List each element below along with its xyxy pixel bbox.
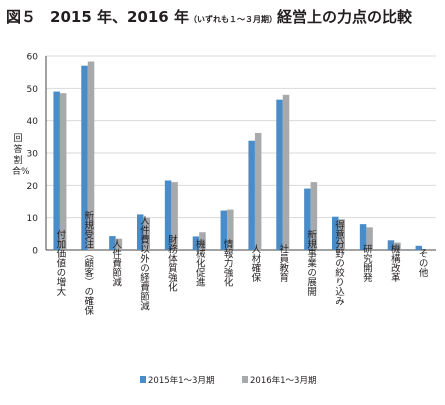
bar-2015	[276, 99, 283, 251]
x-category-label: 人件費節減	[110, 239, 122, 287]
bar-2015	[332, 216, 339, 250]
x-category-label: 情報力強化	[222, 239, 234, 288]
bar-2015	[109, 236, 116, 250]
bar-2016	[199, 232, 206, 250]
chart-title: 図５ 2015 年、2016 年（いずれも１～３月期）経営上の力点の比較	[6, 6, 442, 36]
legend-label: 2015年1～3月期	[148, 375, 214, 386]
y-tick-label: 10	[27, 214, 39, 224]
x-category-label: 機械化促進	[194, 239, 206, 288]
title-subject: 経営上の力点の比較	[276, 8, 412, 26]
x-category-label: 機構改革	[389, 243, 401, 283]
bar-2016	[254, 132, 262, 250]
bar-2016	[366, 227, 373, 250]
bar-2016	[115, 238, 123, 250]
bar-2016	[143, 217, 150, 250]
figure-number: 図５	[6, 8, 37, 26]
y-tick-label: 60	[27, 53, 39, 63]
bar-2016	[310, 182, 318, 250]
x-category-label: 新規事業の展開	[305, 229, 317, 297]
x-category-label: 付加価値の増大	[54, 230, 66, 297]
bar-2015	[248, 140, 255, 250]
bar-2016	[338, 219, 345, 250]
bar-2016	[282, 94, 290, 250]
bar-2015	[415, 245, 423, 250]
bar-2016	[87, 61, 95, 250]
bar-2015	[53, 91, 60, 250]
bar-2016	[171, 182, 178, 250]
title-period-note: （いずれも１～３月期）	[188, 15, 277, 24]
x-category-label: 人材確保	[249, 244, 261, 283]
y-axis-label: 回答割合%	[12, 134, 30, 177]
x-category-label: 研究開発	[361, 244, 373, 283]
x-category-label: 新規受注（顧客）の確保	[82, 210, 94, 316]
x-category-label: その他	[417, 249, 429, 278]
x-category-label: 社員教育	[277, 243, 289, 283]
bar-2015	[359, 224, 367, 250]
legend-swatch	[140, 376, 146, 383]
legend-label: 2016年1～3月期	[250, 375, 316, 386]
legend-swatch	[242, 376, 248, 383]
bar-2016	[59, 93, 67, 250]
title-years: 2015 年、2016 年	[50, 8, 189, 26]
bar-2015	[304, 188, 311, 250]
y-tick-label: 40	[27, 117, 39, 127]
y-tick-label: 30	[27, 150, 39, 160]
bar-2016	[394, 242, 401, 250]
bar-2015	[192, 236, 200, 250]
bar-2015	[164, 180, 172, 250]
bar-2015	[137, 214, 144, 250]
bar-2015	[81, 65, 88, 250]
x-category-label: 人件費以外の経費節減	[138, 216, 150, 312]
bar-2015	[387, 240, 395, 250]
bar-2016	[422, 249, 429, 250]
bar-2016	[227, 209, 234, 250]
y-tick-label: 20	[27, 182, 39, 192]
y-tick-label: 0	[32, 247, 38, 257]
x-category-label: 財務体質強化	[166, 234, 178, 293]
x-category-label: 得意分野の絞り込み	[333, 220, 345, 306]
bar-2015	[220, 210, 228, 250]
y-tick-label: 50	[27, 85, 39, 95]
